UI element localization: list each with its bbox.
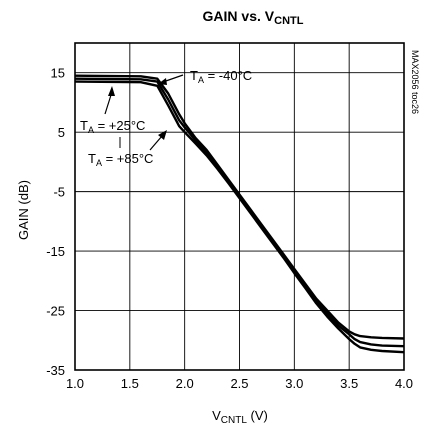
annotation-plus25-rest: = +25°C — [94, 118, 145, 133]
chart-title-sub: CNTL — [274, 15, 304, 27]
annotation-plus25-t: T — [80, 118, 88, 133]
y-tick-label-3: -15 — [46, 244, 65, 259]
x-tick-label-6: 4.0 — [395, 376, 413, 391]
y-tick-labels: 15 5 -5 -15 -25 -35 — [46, 66, 65, 378]
series-lines — [74, 74, 405, 354]
annotation-plus85-t: T — [88, 151, 96, 166]
x-axis-label-suffix: (V) — [247, 408, 268, 423]
x-axis-label-sub: CNTL — [221, 415, 248, 426]
y-tick-label-2: -5 — [53, 185, 65, 200]
annotation-leader-plus85 — [149, 135, 163, 151]
x-tick-label-3: 2.5 — [230, 376, 248, 391]
plot-frame — [74, 42, 405, 371]
annotation-leader-plus25 — [104, 94, 112, 115]
side-note: MAX2056 toc26 — [410, 50, 420, 114]
annotation-arrow-plus85 — [158, 130, 167, 140]
annotation-minus40-rest: = -40°C — [204, 68, 252, 83]
annotation-plus85-rest: = +85°C — [102, 151, 153, 166]
annotation-minus40-sub: A — [198, 75, 204, 85]
x-tick-label-2: 2.0 — [176, 376, 194, 391]
y-tick-label-5: -35 — [46, 363, 65, 378]
annotation-arrow-minus40 — [158, 78, 167, 85]
y-tick-label-4: -25 — [46, 304, 65, 319]
x-tick-label-1: 1.5 — [121, 376, 139, 391]
annotation-plus25: TA = +25°C — [80, 118, 145, 135]
annotation-plus85: TA = +85°C — [88, 151, 153, 168]
x-tick-label-0: 1.0 — [66, 376, 84, 391]
x-axis-label-main: V — [212, 408, 221, 423]
y-axis-label: GAIN (dB) — [16, 180, 31, 240]
y-tick-label-1: 5 — [58, 125, 65, 140]
x-tick-labels: 1.0 1.5 2.0 2.5 3.0 3.5 4.0 — [66, 376, 413, 391]
grid — [74, 43, 405, 371]
annotation-plus25-sub: A — [88, 125, 94, 135]
x-tick-label-4: 3.0 — [285, 376, 303, 391]
x-axis-label: VCNTL (V) — [212, 408, 268, 426]
y-tick-label-0: 15 — [51, 66, 65, 81]
annotation-arrow-plus25 — [108, 86, 115, 96]
annotations: TA = -40°C TA = +25°C TA = +85°C — [80, 68, 252, 168]
x-tick-label-5: 3.5 — [340, 376, 358, 391]
series-line-2 — [74, 80, 405, 354]
chart-title-main: GAIN vs. V — [203, 8, 275, 24]
chart-title: GAIN vs. VCNTL — [203, 8, 304, 27]
annotation-minus40: TA = -40°C — [190, 68, 252, 85]
annotation-minus40-t: T — [190, 68, 198, 83]
annotation-plus85-sub: A — [96, 158, 102, 168]
